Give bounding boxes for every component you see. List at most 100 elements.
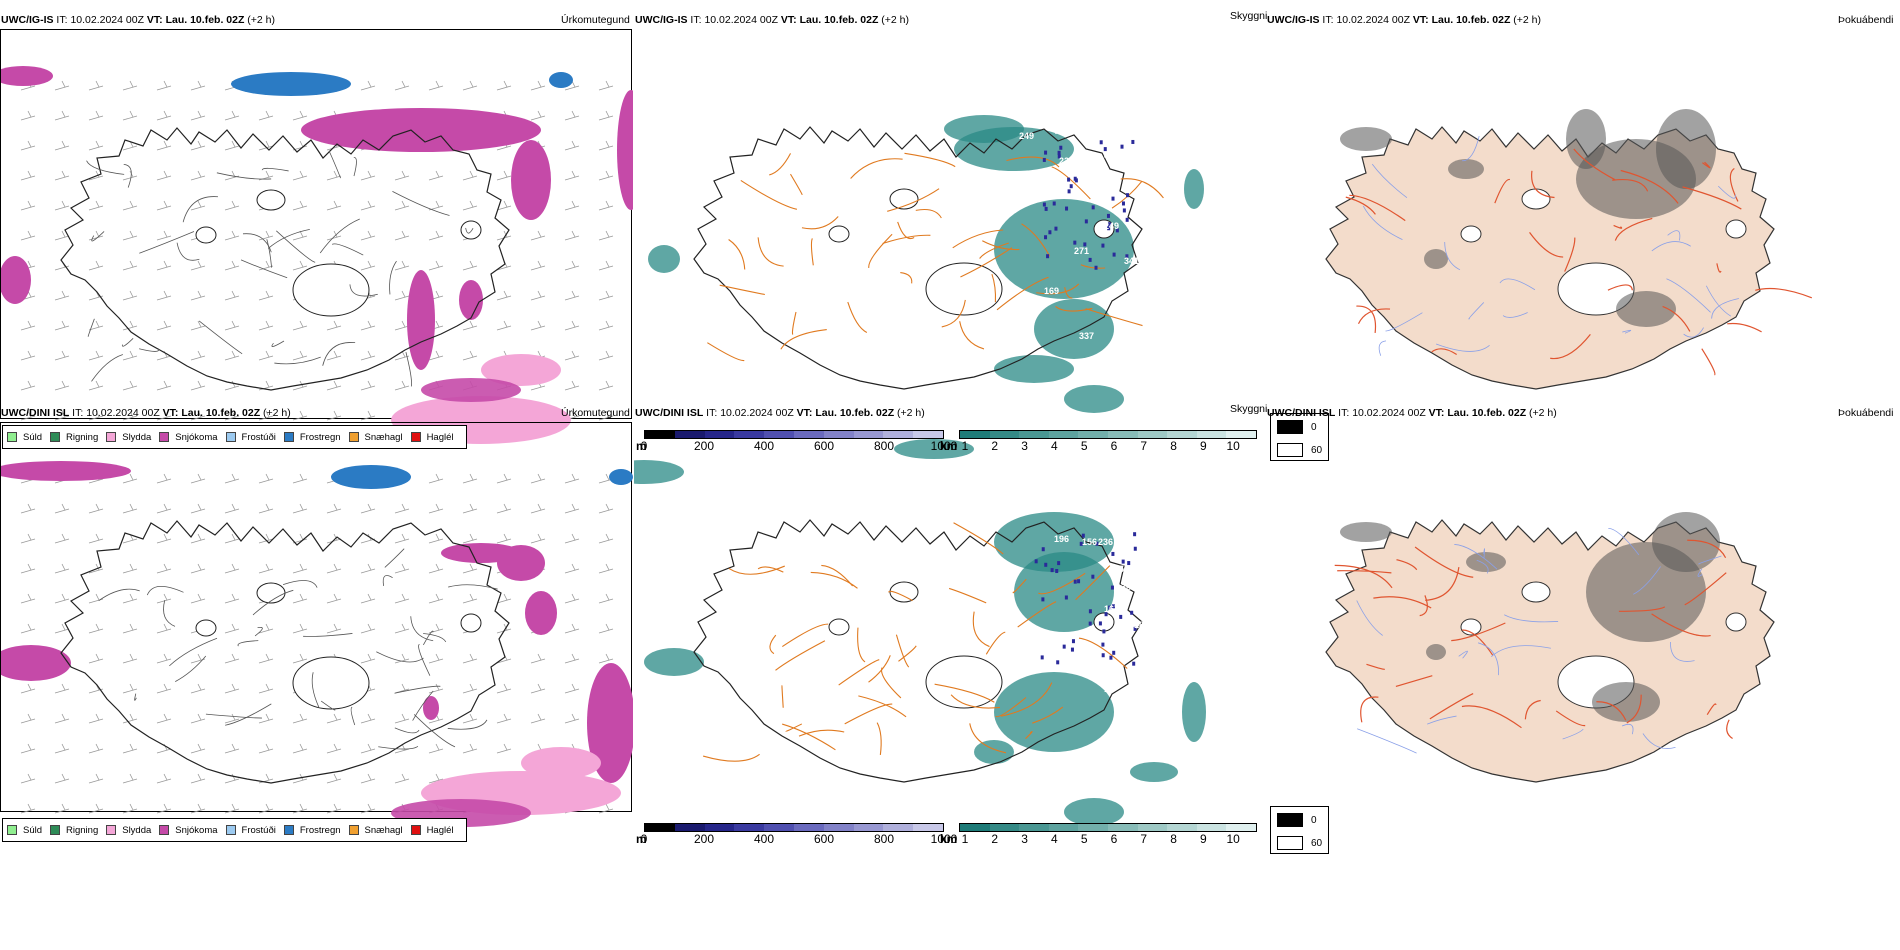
road-line xyxy=(1651,613,1711,637)
road-line xyxy=(182,196,219,223)
wind-barb xyxy=(20,503,36,514)
fog-pixel xyxy=(1104,612,1108,617)
colorbar-cell xyxy=(960,431,990,438)
fog-pixel xyxy=(1055,569,1059,574)
visibility-value-label: 156 xyxy=(1114,564,1129,574)
legend-swatch xyxy=(50,432,61,442)
wind-barb xyxy=(360,653,376,664)
road-line xyxy=(952,229,1004,249)
legend-item: Frostregn xyxy=(283,432,341,443)
road-line xyxy=(1620,169,1679,204)
road-line xyxy=(769,153,792,176)
legend-swatch xyxy=(159,825,170,835)
road-line xyxy=(1687,539,1727,559)
road-line xyxy=(1021,223,1051,257)
wind-barb xyxy=(598,533,614,544)
glacier-outline xyxy=(889,581,919,603)
wind-barb xyxy=(496,743,512,754)
road-line xyxy=(1564,237,1576,272)
fog-pixel xyxy=(1067,189,1071,194)
visibility-value-label: 138 xyxy=(1116,582,1131,592)
road-line xyxy=(728,565,785,575)
wind-barb xyxy=(20,713,36,724)
colorbar-cell xyxy=(793,431,824,438)
legend-label: Frostúði xyxy=(241,431,276,443)
colorbar-cell xyxy=(1107,431,1138,438)
colorbar-cell xyxy=(1137,824,1168,831)
road-line xyxy=(1727,322,1762,333)
wind-barb xyxy=(258,473,274,484)
wind-barb xyxy=(20,623,36,634)
wind-barb xyxy=(122,803,138,814)
wind-barb xyxy=(598,170,614,181)
fog-pixel xyxy=(1125,254,1129,259)
snow-area xyxy=(617,90,633,210)
road-line xyxy=(1702,161,1711,169)
wind-barb xyxy=(530,290,546,301)
wind-barb xyxy=(258,803,274,814)
wind-barb xyxy=(88,110,104,121)
visibility-value-label: 407 xyxy=(1114,622,1129,632)
wind-barb xyxy=(360,593,376,604)
wind-barb xyxy=(258,410,274,421)
colorbar-tick: 800 xyxy=(873,832,895,846)
wind-barb xyxy=(428,653,444,664)
wind-barb xyxy=(122,713,138,724)
road-line xyxy=(1684,572,1727,606)
wind-barb xyxy=(462,743,478,754)
road-line xyxy=(271,340,285,347)
road-line xyxy=(412,690,434,721)
wind-barb xyxy=(564,713,580,724)
wind-barb xyxy=(292,803,308,814)
road-line xyxy=(1524,699,1541,720)
road-line xyxy=(1612,179,1649,192)
road-line xyxy=(895,634,910,668)
fog-pixel xyxy=(1069,184,1073,189)
wind-barb xyxy=(156,563,172,574)
snow-area xyxy=(421,378,521,402)
road-line xyxy=(87,318,95,337)
fog-scale-legend: 0 60 xyxy=(1270,806,1329,854)
visibility-value-label: 19 xyxy=(1104,684,1114,694)
glacier-outline xyxy=(1460,225,1482,243)
wind-barb xyxy=(156,653,172,664)
panel-header: UWC/DINI ISL IT: 10.02.2024 00Z VT: Lau.… xyxy=(1,406,291,420)
wind-barb xyxy=(54,503,70,514)
wind-barb xyxy=(360,743,376,754)
fog-pixel xyxy=(1088,609,1092,614)
wind-barb xyxy=(428,200,444,211)
road-line xyxy=(240,259,288,279)
wind-barb xyxy=(394,593,410,604)
fog-pixel xyxy=(1094,265,1098,270)
visibility-panel: UWC/IG-IS IT: 10.02.2024 00Z VT: Lau. 10… xyxy=(634,0,1267,463)
wind-barb xyxy=(54,563,70,574)
wind-barb xyxy=(462,260,478,271)
road-line xyxy=(897,221,915,240)
road-line xyxy=(448,584,498,590)
precip-type-panel: UWC/DINI ISL IT: 10.02.2024 00Z VT: Lau.… xyxy=(0,386,633,856)
lead-time: (+2 h) xyxy=(881,14,910,26)
scale-swatch-dark xyxy=(1277,813,1303,827)
road-line xyxy=(276,230,316,263)
wind-barb xyxy=(122,80,138,91)
road-line xyxy=(740,179,798,210)
wind-barb xyxy=(496,80,512,91)
wind-barb xyxy=(598,260,614,271)
wind-barb xyxy=(394,380,410,391)
m-unit: m xyxy=(636,439,647,453)
road-line xyxy=(960,247,1013,278)
wind-barb xyxy=(258,743,274,754)
wind-barb xyxy=(190,563,206,574)
colorbar-tick: 10 xyxy=(1226,832,1240,846)
wind-barb xyxy=(462,653,478,664)
legend-label: Slydda xyxy=(122,431,152,443)
wind-barb xyxy=(428,80,444,91)
visibility-value-label: 167 xyxy=(1104,604,1119,614)
wind-barb xyxy=(156,503,172,514)
wind-barb xyxy=(54,743,70,754)
legend-swatch xyxy=(225,432,236,442)
fog-pixel xyxy=(1081,533,1085,538)
legend-label: Frostregn xyxy=(299,824,341,836)
wind-barb xyxy=(20,593,36,604)
legend-item: Frostregn xyxy=(283,824,341,836)
